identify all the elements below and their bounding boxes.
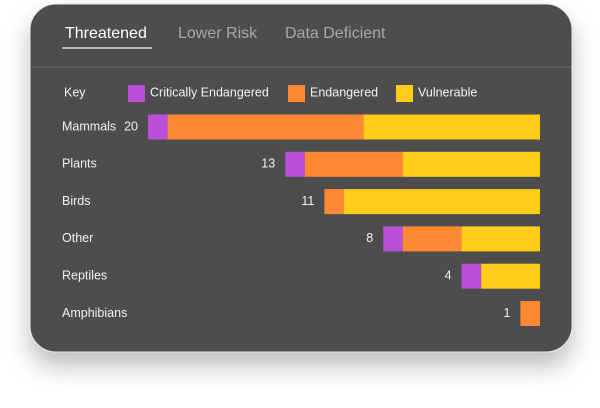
category-label: Amphibians [62, 306, 127, 320]
total-label: 1 [503, 306, 510, 320]
category-label: Plants [62, 157, 97, 171]
bar-segment [167, 114, 364, 140]
bar-segment [148, 114, 168, 140]
bar-segment [481, 263, 540, 289]
legend-swatch [128, 85, 145, 102]
bar-segment [344, 189, 540, 215]
total-label: 4 [445, 268, 452, 282]
tab[interactable]: Threatened [65, 25, 147, 42]
bar-segment [363, 114, 540, 140]
total-label: 11 [301, 194, 314, 208]
tab[interactable]: Lower Risk [178, 25, 258, 42]
category-label: Birds [62, 194, 90, 208]
bar-segment [402, 226, 462, 252]
legend-label: Vulnerable [418, 85, 477, 99]
total-label: 13 [261, 157, 275, 171]
legend-swatch [288, 85, 305, 102]
bar-segment [383, 226, 403, 252]
category-label: Other [62, 231, 93, 245]
bar-segment [520, 301, 540, 326]
key-label: Key [64, 85, 86, 99]
category-label: Mammals [62, 119, 116, 133]
bar-segment [304, 151, 403, 177]
tab[interactable]: Data Deficient [285, 25, 386, 42]
legend-label: Critically Endangered [150, 85, 269, 99]
card [29, 3, 573, 353]
bar-segment [461, 226, 540, 252]
category-label: Reptiles [62, 268, 107, 282]
bar-segment [285, 151, 305, 177]
bar-segment [402, 151, 540, 177]
total-label: 20 [124, 119, 138, 133]
total-label: 8 [366, 231, 373, 245]
legend-label: Endangered [310, 85, 378, 99]
bar-segment [461, 263, 482, 289]
legend-swatch [396, 85, 413, 102]
bar-segment [324, 189, 344, 215]
